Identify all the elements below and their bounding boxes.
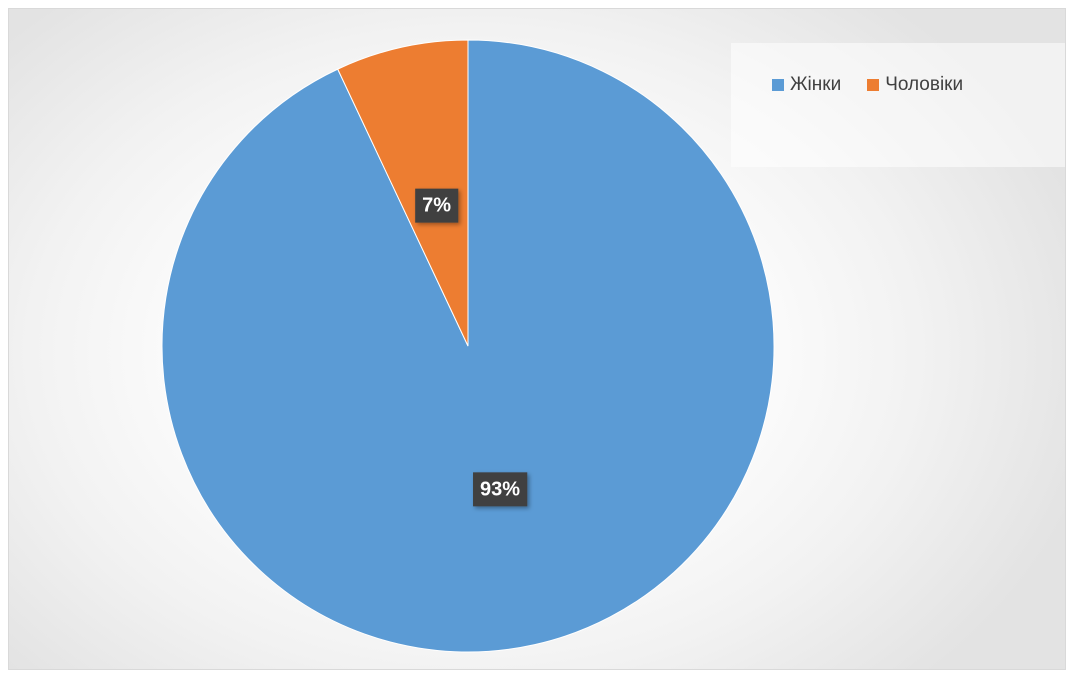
legend-swatch-women — [772, 79, 784, 91]
legend-swatch-men — [867, 79, 880, 91]
legend: Жінки Чоловіки — [772, 74, 963, 96]
data-label-men-text: 7% — [422, 195, 451, 217]
pie-slice-men[interactable] — [337, 39, 469, 347]
legend-item-men[interactable]: Чоловіки — [867, 74, 963, 96]
data-label-men-box — [415, 188, 459, 223]
data-label-women-text: 93% — [480, 478, 520, 500]
legend-panel — [731, 43, 1065, 167]
data-label-women-box — [473, 472, 528, 507]
legend-label-women: Жінки — [790, 74, 842, 95]
data-label-women: 93% — [473, 472, 528, 507]
legend-label-men: Чоловіки — [885, 74, 964, 95]
legend-item-women[interactable]: Жінки — [772, 74, 841, 96]
data-label-men: 7% — [415, 188, 459, 223]
